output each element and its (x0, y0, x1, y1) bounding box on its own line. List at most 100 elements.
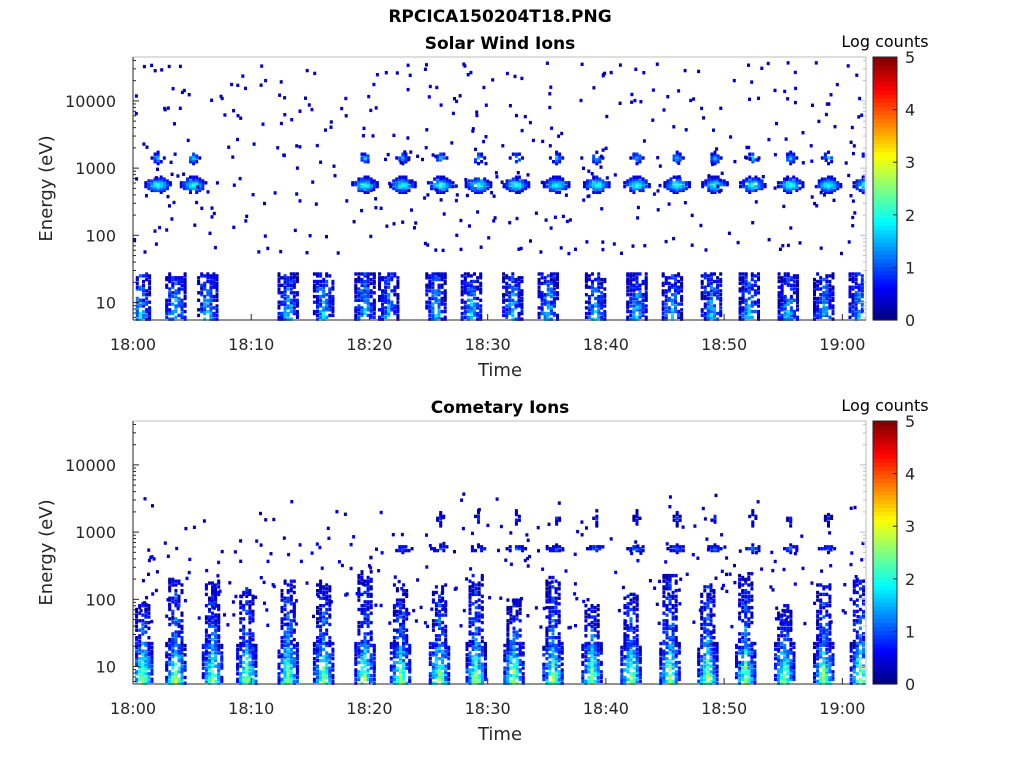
data-cell (150, 186, 154, 191)
data-cell (168, 587, 172, 591)
data-cell (401, 188, 405, 193)
data-cell (227, 145, 231, 149)
data-cell (738, 311, 742, 316)
data-cell (289, 658, 293, 663)
data-cell (789, 188, 793, 193)
data-cell (144, 668, 148, 672)
data-cell (200, 274, 204, 278)
data-cell (434, 590, 438, 595)
data-cell (145, 296, 149, 301)
data-cell (177, 632, 181, 636)
data-cell (236, 657, 240, 661)
data-cell (469, 279, 473, 284)
data-cell (331, 298, 335, 302)
data-cell (738, 317, 742, 321)
data-cell (319, 596, 323, 600)
data-cell (719, 311, 723, 316)
data-cell (428, 289, 432, 293)
data-cell (204, 675, 208, 680)
data-cell (319, 287, 323, 291)
data-cell (469, 70, 473, 75)
data-cell (586, 194, 590, 199)
data-cell (360, 156, 364, 160)
data-cell (439, 156, 443, 160)
data-cell (706, 274, 710, 278)
data-cell (354, 673, 358, 678)
data-cell (211, 643, 214, 648)
data-cell (434, 248, 438, 252)
data-cell (215, 298, 219, 302)
data-cell (357, 655, 361, 659)
data-cell (474, 647, 478, 651)
data-cell (477, 632, 481, 636)
data-cell (217, 634, 221, 638)
data-cell (431, 600, 435, 604)
data-cell (822, 285, 826, 289)
data-cell (236, 137, 239, 142)
data-cell (277, 289, 281, 293)
data-cell (775, 121, 778, 126)
data-cell (177, 666, 181, 670)
data-cell (520, 289, 524, 293)
data-cell (783, 179, 786, 183)
data-cell (395, 184, 399, 189)
data-cell (474, 590, 478, 595)
data-cell (357, 592, 361, 597)
data-cell (441, 630, 445, 634)
data-cell (395, 636, 399, 640)
data-cell (236, 655, 240, 659)
data-cell (508, 277, 512, 282)
data-cell (629, 272, 633, 276)
data-cell (430, 186, 433, 191)
data-cell (719, 272, 723, 276)
data-cell (360, 670, 364, 674)
data-cell (316, 583, 319, 587)
data-cell (177, 600, 181, 604)
data-cell (408, 645, 412, 650)
data-cell (641, 186, 645, 191)
data-cell (454, 184, 458, 188)
data-cell (480, 605, 484, 610)
data-cell (366, 639, 370, 644)
data-cell (520, 302, 524, 306)
data-cell (220, 658, 224, 663)
data-cell (145, 194, 148, 198)
colorbar-segment (873, 274, 897, 280)
data-cell (828, 300, 832, 304)
data-cell (757, 315, 760, 319)
data-cell (174, 637, 178, 642)
data-cell (661, 311, 665, 316)
data-cell (357, 647, 361, 651)
data-cell (474, 668, 478, 672)
data-cell (286, 283, 290, 287)
data-cell (369, 277, 373, 282)
data-cell (477, 655, 481, 659)
data-cell (168, 291, 172, 295)
data-cell (362, 126, 366, 131)
data-cell (861, 184, 865, 189)
data-cell (477, 611, 481, 615)
data-cell (340, 106, 344, 111)
data-cell (468, 677, 472, 682)
data-cell (381, 304, 384, 308)
data-cell (678, 152, 682, 156)
data-cell (744, 302, 748, 306)
data-cell (236, 83, 240, 87)
data-cell (780, 289, 784, 293)
data-cell (286, 624, 290, 629)
data-cell (851, 313, 855, 318)
data-cell (552, 302, 556, 306)
data-cell (709, 272, 713, 276)
data-cell (372, 272, 376, 276)
data-cell (180, 645, 184, 650)
data-cell (251, 668, 255, 672)
colorbar-segment (873, 73, 897, 79)
data-cell (632, 186, 636, 191)
data-cell (750, 274, 754, 278)
data-cell (502, 298, 506, 302)
data-cell (441, 585, 445, 589)
data-cell (468, 611, 472, 615)
data-cell (813, 309, 816, 314)
data-cell (322, 309, 326, 314)
data-cell (150, 657, 154, 661)
